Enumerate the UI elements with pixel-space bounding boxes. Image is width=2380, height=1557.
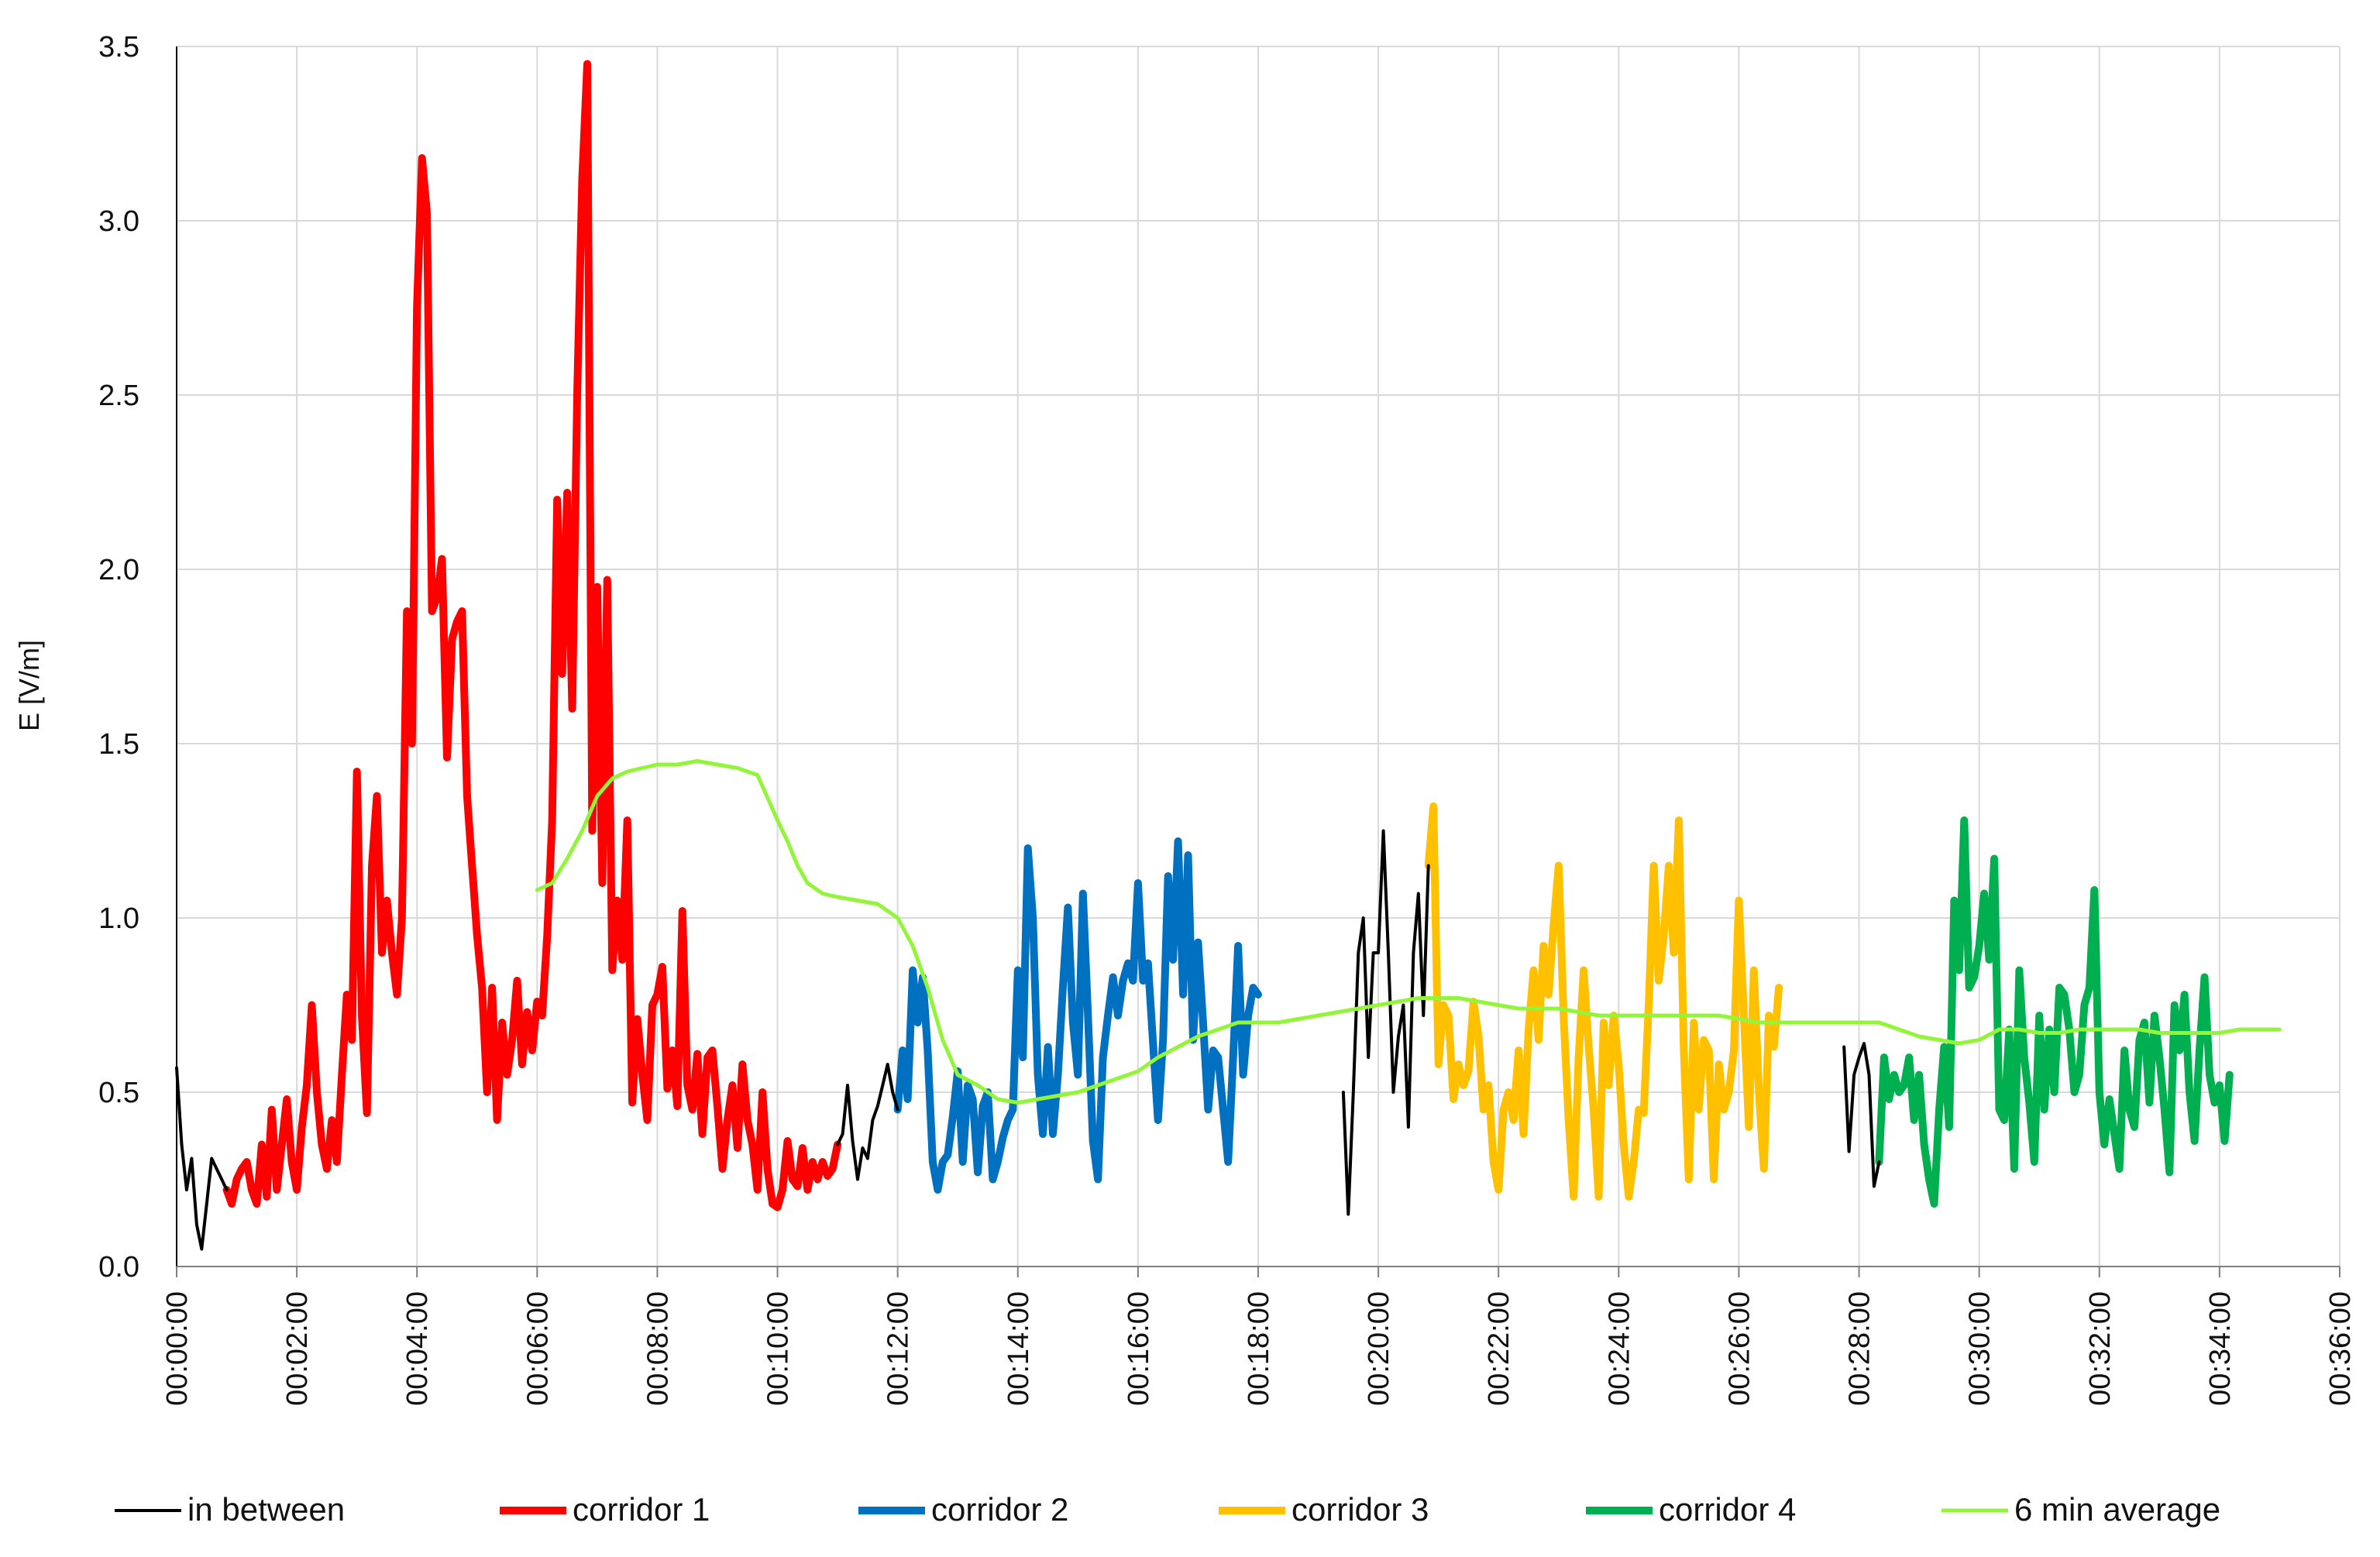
series-line-corridor-3	[1424, 803, 1783, 1201]
series-line-corridor-4	[1875, 816, 2234, 1208]
x-tick-label: 00:12:00	[882, 1291, 915, 1406]
tick-labels: 0.0 0.5 1.0 1.5 2.0 2.5 3.0 3.5 00:00:00 00:02:00…	[98, 31, 2357, 1406]
x-tick-label: 00:02:00	[281, 1291, 314, 1406]
x-tick-label: 00:30:00	[1964, 1291, 1997, 1406]
x-tick-label: 00:14:00	[1003, 1291, 1035, 1406]
x-tick-label: 00:18:00	[1243, 1291, 1275, 1406]
x-tick-label: 00:32:00	[2084, 1291, 2117, 1406]
y-tick-label: 0.0	[98, 1251, 139, 1284]
series-line-corridor-1	[222, 60, 842, 1212]
x-tick-label: 00:00:00	[161, 1291, 194, 1406]
series-lines	[175, 60, 2282, 1251]
series-line-in-between	[836, 1063, 899, 1181]
legend: in between corridor 1 corridor 2 corridor 3…	[115, 1491, 2220, 1528]
x-tick-label: 00:22:00	[1483, 1291, 1515, 1406]
x-tick-label: 00:08:00	[641, 1291, 674, 1406]
x-tick-label: 00:26:00	[1723, 1291, 1756, 1406]
y-tick-label: 1.5	[98, 728, 139, 761]
x-tick-label: 00:06:00	[521, 1291, 554, 1406]
legend-label-6-min-average: 6 min average	[2014, 1491, 2220, 1528]
y-tick-label: 2.5	[98, 380, 139, 412]
y-tick-label: 1.0	[98, 902, 139, 935]
legend-label-corridor-3: corridor 3	[1291, 1491, 1429, 1528]
y-tick-label: 3.5	[98, 31, 139, 64]
x-tick-label: 00:28:00	[1844, 1291, 1876, 1406]
y-tick-label: 3.0	[98, 205, 139, 238]
legend-label-in-between: in between	[187, 1491, 345, 1528]
x-tick-label: 00:16:00	[1123, 1291, 1155, 1406]
x-tick-label: 00:36:00	[2324, 1291, 2357, 1406]
x-tick-label: 00:10:00	[762, 1291, 795, 1406]
y-tick-label: 0.5	[98, 1077, 139, 1109]
series-line-6-min-average	[535, 759, 2282, 1105]
legend-label-corridor-1: corridor 1	[573, 1491, 710, 1528]
y-tick-label: 2.0	[98, 554, 139, 586]
y-axis-label: E [V/m]	[13, 640, 45, 731]
x-tick-label: 00:20:00	[1363, 1291, 1395, 1406]
series-line-in-between	[175, 1066, 229, 1251]
x-tick-label: 00:34:00	[2204, 1291, 2237, 1406]
x-tick-label: 00:24:00	[1603, 1291, 1635, 1406]
legend-label-corridor-2: corridor 2	[931, 1491, 1068, 1528]
series-line-in-between	[1341, 829, 1430, 1216]
x-tick-label: 00:04:00	[401, 1291, 434, 1406]
axes	[176, 46, 2340, 1277]
series-line-in-between	[1842, 1042, 1881, 1188]
series-line-corridor-2	[893, 837, 1262, 1194]
legend-label-corridor-4: corridor 4	[1659, 1491, 1796, 1528]
